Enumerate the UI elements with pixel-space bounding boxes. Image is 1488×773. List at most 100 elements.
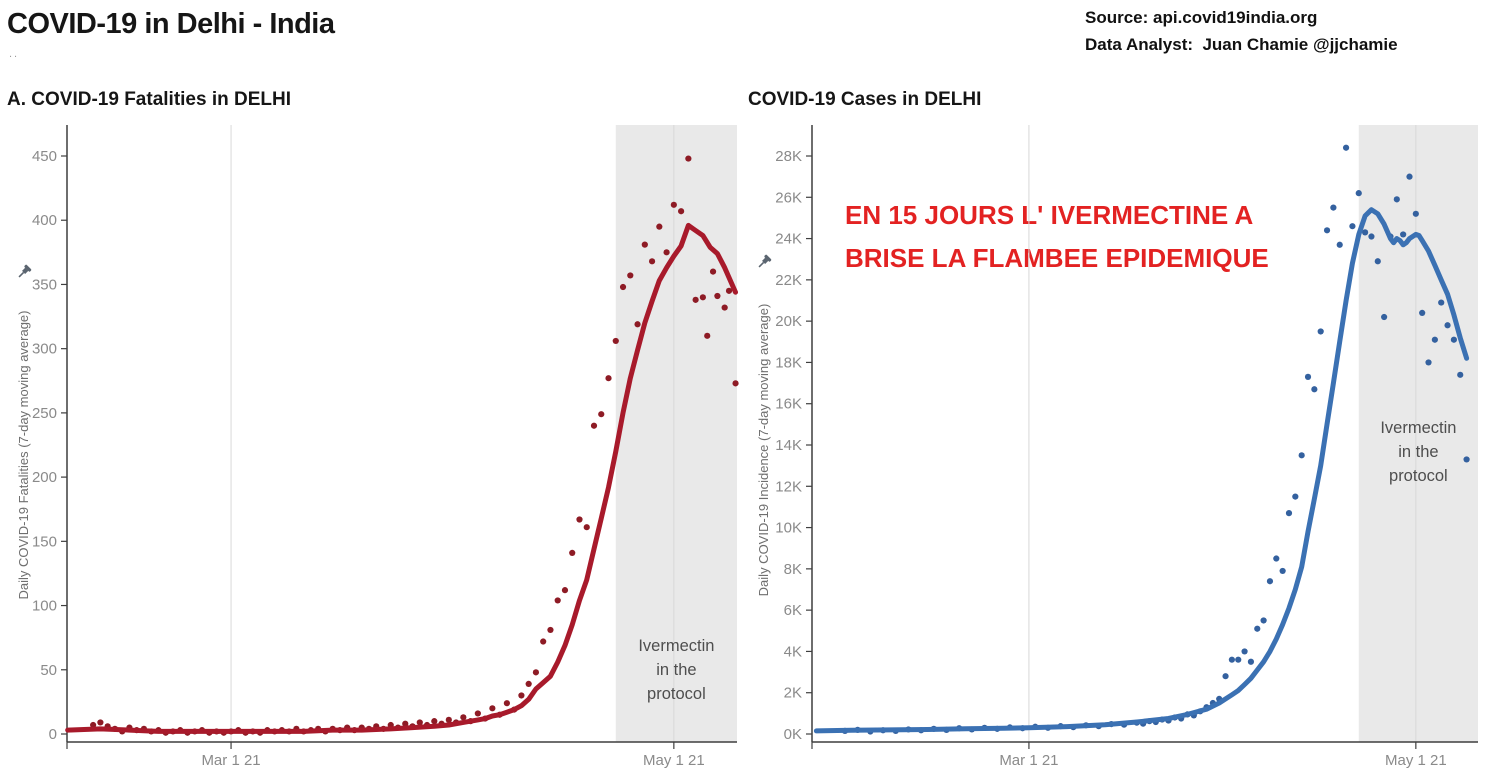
analyst-line: Data Analyst: Juan Chamie @jjchamie	[1085, 35, 1398, 54]
data-point	[431, 718, 438, 725]
data-point	[699, 294, 706, 301]
data-point	[1444, 322, 1451, 329]
data-point	[1247, 658, 1255, 665]
data-point	[561, 587, 569, 594]
band-label-line: in the	[1398, 443, 1438, 461]
data-point	[583, 524, 590, 531]
y-tick-label: 20K	[775, 313, 802, 330]
band-label-line: Ivermectin	[638, 637, 714, 655]
data-point	[670, 201, 677, 208]
x-tick-label: May 1 21	[1385, 752, 1447, 769]
data-point	[1254, 625, 1261, 632]
data-point	[1292, 493, 1299, 500]
data-point	[445, 716, 452, 723]
data-point	[1419, 309, 1426, 316]
data-point	[416, 719, 423, 726]
data-point	[1228, 656, 1235, 663]
pin-icon	[18, 264, 32, 278]
y-tick-label: 400	[32, 212, 57, 229]
data-point	[1336, 241, 1343, 248]
y-tick-label: 200	[32, 469, 57, 486]
data-point	[1457, 371, 1464, 378]
y-tick-label: 0K	[784, 726, 802, 743]
data-point	[1330, 204, 1337, 211]
data-point	[605, 375, 612, 382]
data-point	[590, 422, 598, 429]
data-point	[1412, 210, 1419, 217]
y-tick-label: 22K	[775, 272, 802, 289]
moving-average-line	[65, 222, 738, 734]
data-point	[685, 155, 692, 162]
data-point	[90, 721, 97, 729]
band-label-line: protocol	[1389, 467, 1448, 485]
data-point	[460, 714, 467, 721]
data-point	[1241, 648, 1248, 655]
y-tick-label: 18K	[775, 354, 802, 371]
y-tick-label: 150	[32, 533, 57, 550]
y-tick-label: 14K	[775, 437, 802, 454]
ivermectin-protocol-band	[1358, 125, 1478, 742]
fatalities-chart: 0 50 100 150 200 250 300 350 400 450 Mar 1 21 May 1…	[16, 125, 739, 769]
data-point	[714, 292, 721, 300]
y-tick-label: 8K	[784, 561, 802, 578]
data-point	[525, 680, 532, 688]
data-point	[1342, 144, 1350, 151]
data-point	[532, 669, 540, 676]
data-point	[1266, 578, 1274, 585]
data-point	[678, 208, 685, 215]
data-point	[612, 337, 619, 345]
y-tick-label: 50	[40, 662, 57, 679]
data-point	[1222, 673, 1229, 680]
data-point	[619, 283, 627, 291]
y-tick-label: 28K	[775, 148, 802, 165]
data-point	[1425, 359, 1432, 366]
data-point	[1311, 386, 1318, 393]
data-point	[709, 268, 717, 275]
data-point	[663, 249, 670, 256]
y-tick-label: 450	[32, 148, 57, 165]
x-tick-label: May 1 21	[643, 752, 705, 769]
source-line: Source: api.covid19india.org	[1085, 8, 1318, 27]
fatalities-chart-title: A. COVID-19 Fatalities in DELHI	[7, 89, 291, 110]
band-label-line: protocol	[647, 685, 706, 703]
data-point	[721, 304, 728, 311]
source-attribution: Source: api.covid19india.org Data Analyst…	[1085, 4, 1398, 58]
data-point	[1374, 258, 1381, 265]
data-point	[547, 626, 554, 634]
data-point	[704, 332, 711, 339]
y-tick-label: 0	[49, 726, 57, 743]
data-point	[641, 241, 648, 248]
y-tick-label: 6K	[784, 602, 802, 619]
cases-chart: 0K 2K 4K 6K 8K 10K 12K 14K 16K 18K 20K 22K 24K 26K 28K…	[756, 125, 1478, 769]
ivermectin-protocol-band	[615, 125, 737, 742]
data-point	[1393, 196, 1400, 203]
y-tick-label: 250	[32, 405, 57, 422]
x-tick-label: Mar 1 21	[999, 752, 1058, 769]
data-point	[554, 597, 561, 604]
moving-average-line	[813, 207, 1470, 734]
y-tick-label: 2K	[784, 685, 802, 702]
data-point	[1273, 555, 1280, 562]
band-label-line: in the	[656, 661, 696, 679]
y-axis-title: Daily COVID-19 Fatalities (7-day moving …	[16, 311, 31, 600]
data-point	[1361, 229, 1369, 236]
data-point	[1317, 328, 1324, 335]
data-point	[540, 638, 547, 645]
data-point	[1304, 373, 1312, 380]
data-point	[648, 258, 656, 265]
data-point	[489, 705, 496, 712]
y-tick-label: 12K	[775, 478, 802, 495]
y-tick-label: 300	[32, 341, 57, 358]
annotation-line-1: EN 15 JOURS L' IVERMECTINE A	[845, 200, 1254, 230]
pin-icon	[758, 254, 772, 268]
data-point	[518, 692, 525, 699]
data-point	[692, 296, 699, 303]
x-tick-label: Mar 1 21	[201, 752, 260, 769]
y-axis-title: Daily COVID-19 Incidence (7-day moving a…	[756, 304, 771, 597]
data-point	[1406, 173, 1413, 180]
y-tick-label: 16K	[775, 396, 802, 413]
data-point	[569, 549, 576, 556]
data-point	[1298, 452, 1305, 459]
data-point	[1438, 299, 1445, 306]
